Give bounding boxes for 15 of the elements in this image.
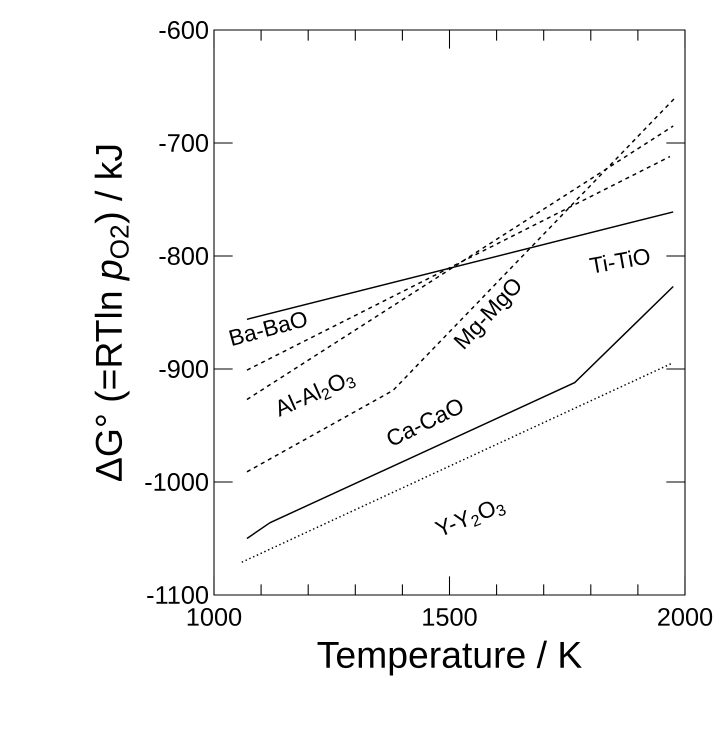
text: Al-Al$_{2}$O$_{3}$ [278, 374, 356, 417]
y-tick-label: -700 [159, 134, 208, 152]
y-axis-title: ΔG° (=RTln p$_{O2}$) / kJ [94, 146, 130, 481]
x-tick-label: 1500 [423, 608, 477, 626]
x-tick-label: 2000 [658, 608, 712, 626]
x-tick-label: 1000 [188, 608, 242, 626]
y-tick-label: -600 [159, 21, 208, 39]
text: Y-Y$_{2}$O$_{3}$ [434, 502, 506, 535]
x-axis-title: Temperature / K [318, 640, 582, 676]
legend-label: Ti-TiO [589, 248, 650, 273]
y-tick-label: -900 [159, 360, 208, 378]
y-tick-label: -1100 [147, 586, 208, 604]
y-tick-label: -800 [159, 247, 208, 265]
y-tick-label: -1000 [145, 473, 208, 491]
text: Ba-BaO [229, 312, 306, 346]
